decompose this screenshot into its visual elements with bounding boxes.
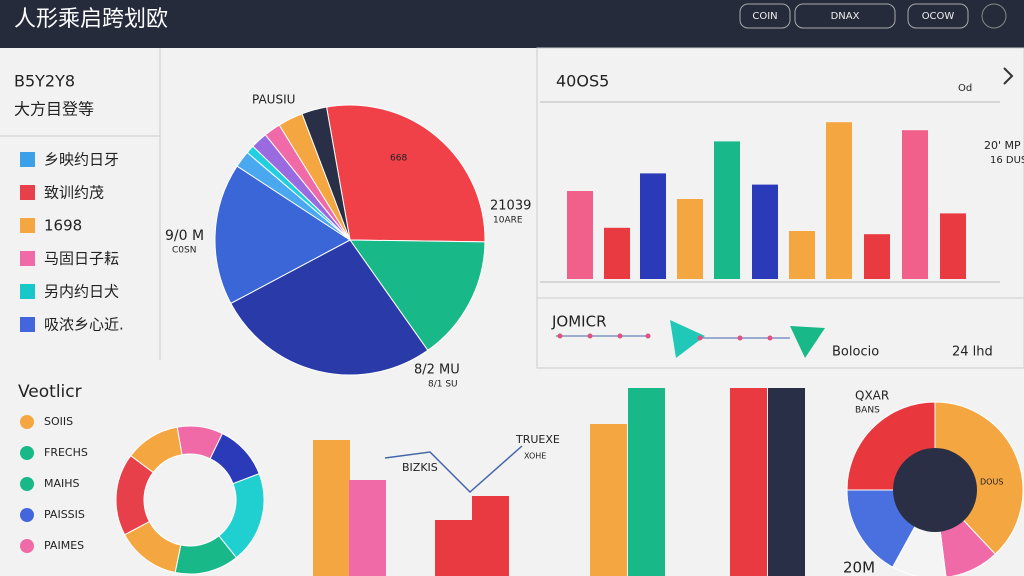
- legend-swatch: [20, 284, 35, 299]
- label: 20' MP: [984, 139, 1021, 152]
- strip-dot: [767, 335, 773, 341]
- label: Veotlicr: [18, 382, 82, 402]
- bar: [789, 231, 815, 279]
- bar: [714, 141, 740, 279]
- slice: [934, 401, 1024, 555]
- header-button[interactable]: [907, 3, 969, 29]
- label: PAIMES: [44, 539, 84, 552]
- bar: [940, 213, 966, 279]
- strip-icon: [790, 326, 825, 358]
- label: PAUSIU: [252, 93, 295, 107]
- bar: [864, 234, 890, 279]
- label: Bolocio: [832, 345, 879, 360]
- strip-icon: [670, 320, 705, 358]
- label: 1698: [44, 217, 82, 235]
- label: TRUEXE: [515, 433, 560, 446]
- bar: [768, 388, 805, 576]
- label: Od: [958, 83, 972, 94]
- strip-dot: [697, 335, 703, 341]
- slice: [301, 106, 351, 241]
- label: 乡映约日牙: [44, 151, 119, 169]
- slice: [349, 239, 486, 352]
- label: C0SN: [172, 246, 196, 256]
- strip-dot: [645, 333, 651, 339]
- bar: [567, 191, 593, 279]
- bar: [604, 227, 630, 279]
- label: 9/0 M: [165, 228, 204, 244]
- label: DNAX: [831, 11, 860, 22]
- slice: [325, 104, 486, 243]
- bar: [640, 173, 666, 279]
- legend-swatch: [20, 446, 34, 460]
- bar: [730, 388, 767, 576]
- label: 吸浓乡心近.: [44, 316, 124, 334]
- legend-swatch: [20, 185, 35, 200]
- label: BIZKIS: [402, 461, 438, 474]
- slice: [230, 239, 429, 376]
- legend-swatch: [20, 251, 35, 266]
- bar: [752, 184, 778, 279]
- chevron[interactable]: [1003, 67, 1014, 85]
- donut-center: [893, 448, 977, 532]
- label: 致训约茂: [44, 184, 104, 202]
- label: 16 DUS: [990, 155, 1024, 166]
- label: 40OS5: [556, 72, 609, 91]
- slice: [214, 165, 351, 305]
- label: 另内约日犬: [44, 283, 119, 301]
- label: PAISSIS: [44, 508, 85, 521]
- strip-line: [556, 335, 790, 339]
- bar: [677, 199, 703, 279]
- label: 8/2 MU: [414, 363, 460, 378]
- bar: [313, 440, 350, 576]
- label: XOHE: [524, 452, 546, 461]
- bar: [435, 520, 472, 576]
- slice: [130, 426, 183, 474]
- label: JOMICR: [551, 313, 607, 331]
- label: BANS: [855, 406, 880, 416]
- panel: [536, 297, 1024, 369]
- label: FRECHS: [44, 446, 88, 459]
- label: MAIHS: [44, 477, 80, 490]
- legend-swatch: [20, 508, 34, 522]
- label: 10ARE: [493, 216, 523, 226]
- strip-dot: [557, 333, 563, 339]
- legend-swatch: [20, 415, 34, 429]
- bar: [472, 496, 509, 576]
- label: 21039: [490, 199, 531, 214]
- legend-swatch: [20, 317, 35, 332]
- trend-line: [384, 445, 523, 494]
- bar: [349, 480, 386, 576]
- strip-dot: [617, 333, 623, 339]
- bar: [628, 388, 665, 576]
- label: B5Y2Y8: [14, 72, 75, 91]
- label: OCOW: [922, 11, 955, 22]
- app-title: 人形乘启跨划欧: [14, 7, 168, 32]
- label: QXAR: [855, 389, 889, 403]
- bar: [590, 424, 627, 576]
- label: COIN: [752, 11, 777, 22]
- legend-swatch: [20, 218, 35, 233]
- bar: [826, 122, 852, 279]
- header-button[interactable]: [794, 3, 896, 29]
- label: 668: [390, 154, 407, 164]
- label: 马固日子耘: [44, 250, 119, 268]
- label: DOUS: [980, 478, 1003, 487]
- label: 8/1 SU: [428, 380, 458, 390]
- header-button[interactable]: [739, 3, 791, 29]
- legend-swatch: [20, 539, 34, 553]
- legend-swatch: [20, 152, 35, 167]
- strip-dot: [737, 335, 743, 341]
- bar: [902, 130, 928, 279]
- settings-icon[interactable]: [981, 3, 1007, 29]
- label: SOIIS: [44, 415, 73, 428]
- label: 大方目登等: [14, 100, 94, 119]
- label: 20M: [843, 559, 875, 576]
- label: 24 lhd: [952, 345, 993, 360]
- legend-swatch: [20, 477, 34, 491]
- strip-dot: [587, 333, 593, 339]
